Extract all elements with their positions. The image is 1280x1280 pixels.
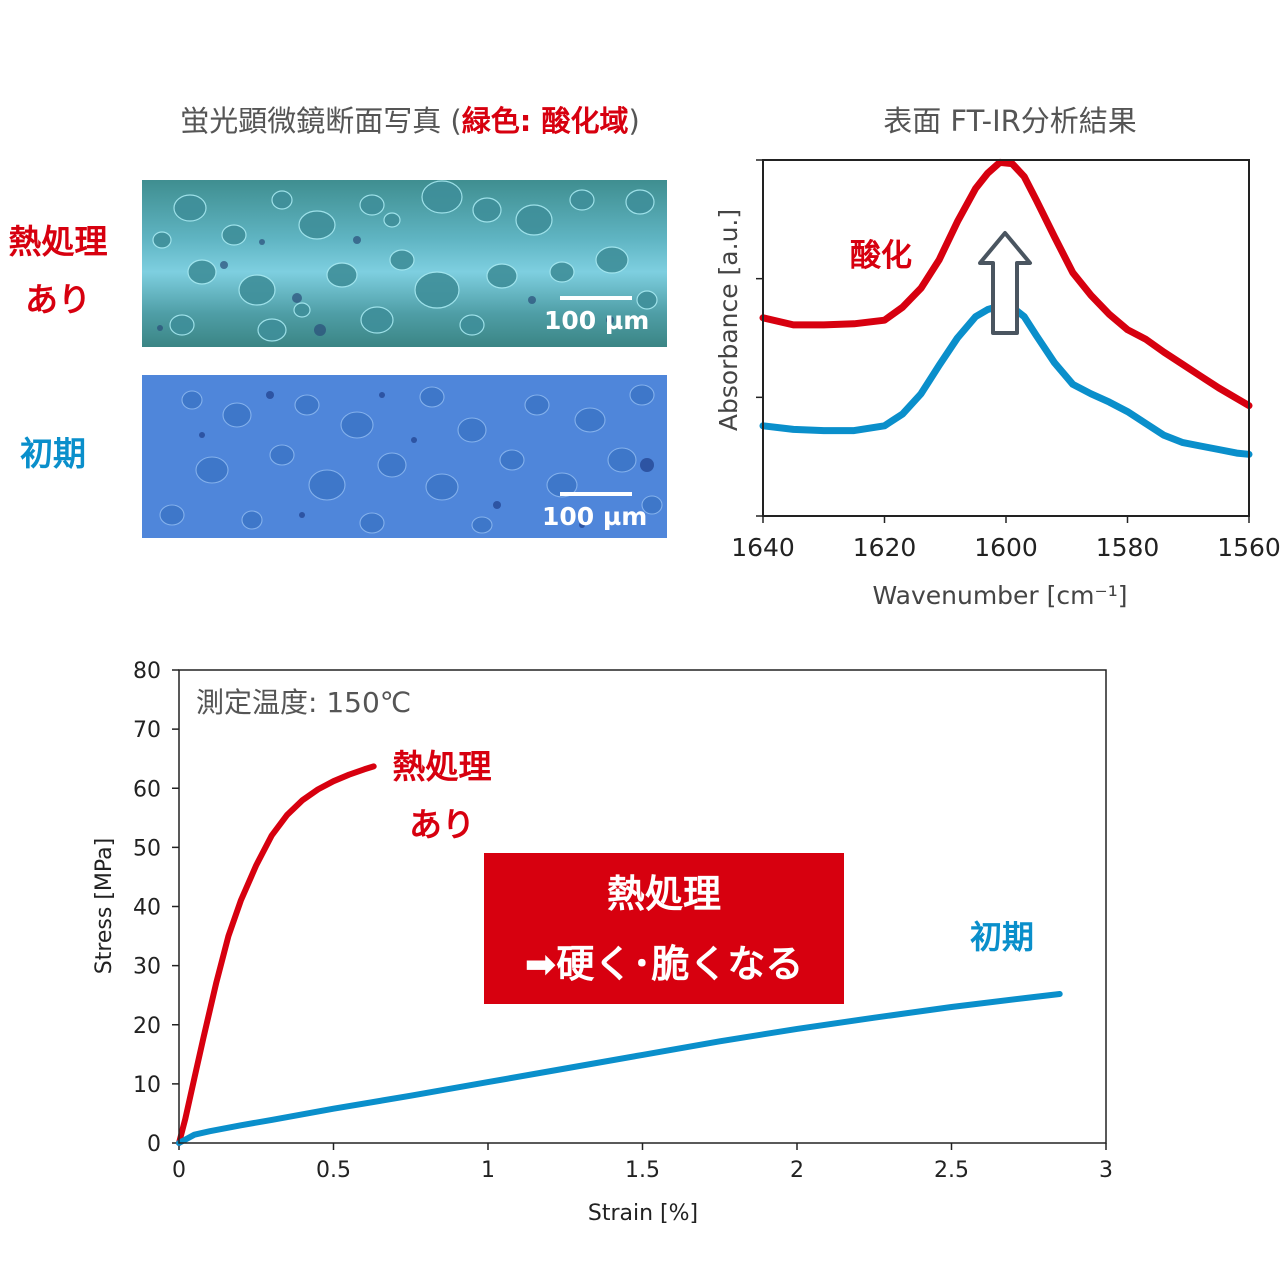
scale-bar-label-initial: 100 µm xyxy=(542,502,648,531)
y-tick-label: 50 xyxy=(133,836,161,861)
ss-y-axis-label: Stress [MPa] xyxy=(92,838,117,975)
conclusion-callout: 熱処理 ➡硬く･脆くなる xyxy=(484,853,844,1004)
label-initial: 初期 xyxy=(20,434,86,473)
x-tick-label: 3 xyxy=(1099,1158,1113,1183)
scale-bar-label-treated: 100 µm xyxy=(544,306,650,335)
microscopy-title: 蛍光顕微鏡断面写真 (緑色: 酸化域) xyxy=(0,98,820,140)
x-tick-label: 2.5 xyxy=(934,1158,969,1183)
micrograph-initial-image xyxy=(142,375,667,538)
measurement-temperature-note: 測定温度: 150℃ xyxy=(196,686,411,719)
series-line-1 xyxy=(759,302,1253,458)
x-tick-label: 1560 xyxy=(1217,533,1280,562)
scale-bar-initial xyxy=(560,492,632,496)
y-tick-label: 10 xyxy=(133,1073,161,1098)
microscopy-title-text: 蛍光顕微鏡断面写真 ( xyxy=(180,104,462,138)
x-tick-label: 0 xyxy=(172,1158,186,1183)
x-tick-label: 2 xyxy=(790,1158,804,1183)
y-tick-label: 40 xyxy=(133,896,161,921)
ss-label-initial: 初期 xyxy=(969,918,1034,956)
y-tick-label: 60 xyxy=(133,777,161,802)
ss-plot-frame xyxy=(178,669,1107,1144)
increase-arrow-icon xyxy=(978,231,1032,335)
y-tick-label: 70 xyxy=(133,718,161,743)
ss-series-group xyxy=(176,763,1063,1146)
y-tick-label: 80 xyxy=(133,659,161,684)
ir-chart-title: 表面 FT-IR分析結果 xyxy=(883,104,1137,138)
micrograph-heat-treated-image xyxy=(142,180,667,347)
ir-series-group xyxy=(759,158,1253,458)
label-heat-treated: 熱処理 あり xyxy=(8,222,108,319)
microscopy-title-emphasis: 緑色: 酸化域 xyxy=(461,104,629,138)
x-tick-label: 1640 xyxy=(731,533,795,562)
x-tick-label: 1.5 xyxy=(625,1158,660,1183)
microscopy-title-close: ) xyxy=(628,104,640,138)
callout-line-2: ➡硬く･脆くなる xyxy=(524,942,804,986)
x-tick-label: 1 xyxy=(481,1158,495,1183)
ss-label-heat-treated: 熱処理 あり xyxy=(392,747,492,844)
ss-x-axis-label: Strain [%] xyxy=(588,1201,698,1226)
ir-y-axis-label: Absorbance [a.u.] xyxy=(714,209,743,431)
ir-tick-group: 1640 1620 1600 1580 1560 xyxy=(731,159,1280,562)
ir-plot-frame xyxy=(762,159,1250,517)
series-line-0 xyxy=(176,763,377,1146)
series-line-0 xyxy=(759,158,1253,410)
scale-bar-treated xyxy=(560,296,632,300)
ir-x-axis-label: Wavenumber [cm⁻¹] xyxy=(873,581,1128,610)
x-tick-label: 1580 xyxy=(1096,533,1160,562)
ir-chart: 1640 1620 1600 1580 1560 酸化 Wavenumber [cm⁻¹… xyxy=(714,158,1280,610)
series-line-1 xyxy=(176,991,1063,1146)
micrograph-initial: 100 µm xyxy=(142,375,667,538)
y-tick-label: 0 xyxy=(147,1132,161,1157)
x-tick-label: 1620 xyxy=(853,533,917,562)
micrograph-heat-treated: 100 µm xyxy=(142,180,667,347)
y-tick-label: 20 xyxy=(133,1014,161,1039)
x-tick-label: 0.5 xyxy=(316,1158,351,1183)
y-tick-label: 30 xyxy=(133,955,161,980)
x-tick-label: 1600 xyxy=(974,533,1038,562)
ir-oxidation-annotation: 酸化 xyxy=(850,238,912,274)
callout-line-1: 熱処理 xyxy=(606,872,721,916)
